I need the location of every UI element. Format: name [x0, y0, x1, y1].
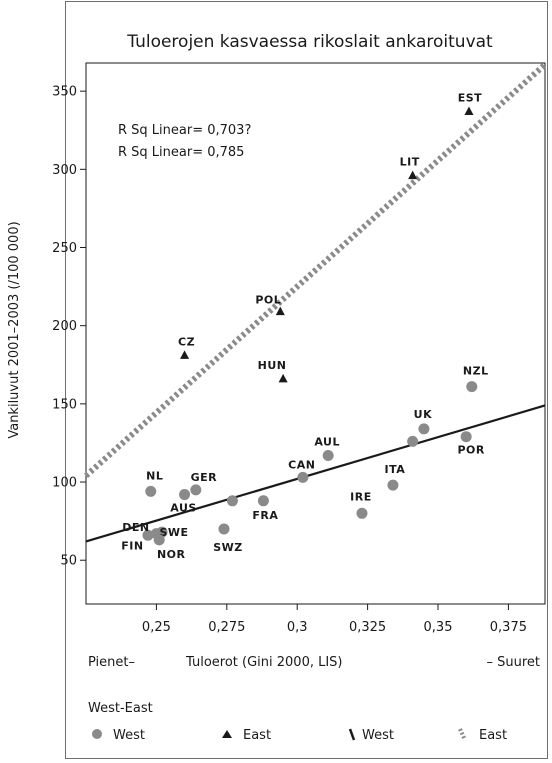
point-label-swz: SWZ — [213, 541, 243, 554]
fit-line-east — [83, 62, 548, 479]
legend-east-line-symbol — [458, 728, 467, 741]
legend: West-East West East West East — [88, 701, 507, 743]
point-label-lit: LIT — [400, 156, 420, 169]
point-label-can: CAN — [288, 458, 315, 471]
point-den — [142, 529, 154, 541]
fit-lines — [83, 62, 548, 543]
y-axis-label: Vankiluvut 2001–2003 (/100 000) — [7, 221, 22, 438]
point-label-nzl: NZL — [463, 365, 489, 378]
legend-west-point-symbol — [92, 729, 102, 739]
y-tick-label: 350 — [52, 85, 77, 100]
x-tick-label: 0,325 — [349, 620, 386, 635]
chart-frame — [65, 1, 548, 759]
r-squared-annotation-1: R Sq Linear= 0,703? — [118, 123, 251, 138]
point-lit — [408, 170, 418, 180]
x-axis-label: Tuloerot (Gini 2000, LIS) — [185, 655, 343, 670]
x-tick-label: 0,3 — [287, 620, 308, 635]
point-unlabeled — [407, 435, 419, 447]
point-label-fra: FRA — [252, 509, 278, 522]
point-nor — [153, 534, 165, 546]
y-axis-ticks: 50 100 150 200 250 300 350 — [52, 85, 86, 569]
legend-title: West-East — [88, 701, 153, 716]
point-label-ire: IRE — [350, 490, 372, 503]
point-ger — [190, 484, 202, 496]
point-uk — [418, 423, 430, 435]
y-tick-label: 150 — [52, 397, 77, 412]
y-tick-label: 50 — [60, 554, 77, 569]
y-tick-label: 300 — [52, 163, 77, 178]
plot-area — [85, 62, 546, 605]
point-swz — [218, 523, 230, 535]
point-nzl — [466, 381, 478, 393]
point-label-pol: POL — [255, 294, 281, 307]
point-label-nor: NOR — [157, 548, 186, 561]
point-label-est: EST — [458, 91, 482, 104]
point-cz — [180, 350, 190, 359]
point-label-nl: NL — [146, 469, 163, 482]
point-label-den: DEN — [122, 521, 149, 534]
point-hun — [278, 373, 288, 383]
point-fra — [257, 495, 269, 507]
x-tick-label: 0,35 — [424, 620, 453, 635]
legend-east-point-symbol — [222, 730, 232, 738]
point-label-fin: FIN — [121, 540, 143, 553]
point-label-ger: GER — [191, 471, 218, 484]
point-label-aul: AUL — [314, 435, 340, 448]
point-aul — [322, 449, 334, 461]
point-ita — [387, 479, 399, 491]
point-ire — [356, 507, 368, 519]
x-tick-label: 0,375 — [490, 620, 527, 635]
point-label-uk: UK — [414, 408, 432, 421]
legend-label-west-points: West — [113, 728, 145, 743]
point-nl — [145, 485, 157, 497]
data-points: NL DEN FIN SWE NOR AUS GER SWZ FRA CAN AUL IRE ITA UK… — [121, 91, 488, 560]
point-pol — [275, 306, 285, 316]
point-unlabeled — [226, 495, 238, 507]
x-tick-label: 0,275 — [208, 620, 245, 635]
x-tick-label: 0,25 — [142, 620, 171, 635]
y-tick-label: 100 — [52, 476, 77, 491]
point-can — [297, 471, 309, 483]
point-label-cz: CZ — [178, 335, 195, 348]
legend-label-east-line: East — [479, 728, 507, 743]
point-label-por: POR — [457, 444, 484, 457]
point-label-ita: ITA — [385, 463, 406, 476]
y-tick-label: 250 — [52, 241, 77, 256]
point-aus — [179, 489, 191, 501]
point-est — [464, 106, 474, 115]
point-label-swe: SWE — [159, 526, 188, 539]
point-por — [460, 431, 472, 443]
point-label-aus: AUS — [170, 502, 197, 515]
y-tick-label: 200 — [52, 319, 77, 334]
point-label-hun: HUN — [258, 359, 287, 372]
x-axis-label-left: Pienet– — [88, 655, 135, 670]
legend-label-east-points: East — [243, 728, 271, 743]
legend-west-line-symbol — [348, 728, 356, 741]
legend-label-west-line: West — [362, 728, 394, 743]
chart-title: Tuloerojen kasvaessa rikoslait ankaroitu… — [126, 32, 493, 52]
x-axis-label-right: – Suuret — [486, 655, 540, 670]
r-squared-annotation-2: R Sq Linear= 0,785 — [118, 145, 244, 160]
x-axis-ticks: 0,25 0,275 0,3 0,325 0,35 0,375 — [142, 604, 527, 635]
fit-line-west — [85, 404, 546, 543]
